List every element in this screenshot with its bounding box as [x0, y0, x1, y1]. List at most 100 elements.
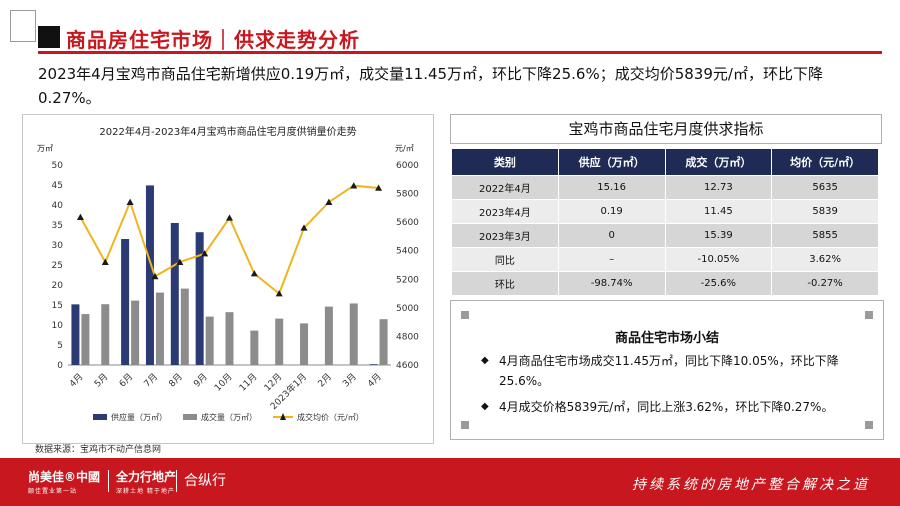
conclusion-panel: 商品住宅市场小结 ◆ 4月商品住宅市场成交11.45万㎡，同比下降10.05%，…: [450, 300, 884, 440]
footer-divider: [108, 470, 109, 492]
price-point: [250, 270, 258, 277]
right-tick-label: 6000: [396, 161, 419, 171]
sales-bar: [250, 330, 259, 365]
sales-bar: [324, 306, 333, 365]
left-tick-label: 0: [57, 361, 63, 371]
footer-logo-qlx: 全力行地产: [116, 470, 177, 484]
sales-bar: [155, 292, 164, 365]
diamond-bullet-icon: ◆: [481, 355, 489, 366]
right-tick-label: 4800: [396, 332, 419, 342]
table-header-row: 类别 供应（万㎡） 成交（万㎡） 均价（元/㎡）: [451, 148, 879, 176]
cell-sales: 15.39: [664, 223, 773, 248]
left-tick-label: 15: [52, 301, 63, 311]
cell-supply: 0: [557, 223, 666, 248]
header-frame-icon: [10, 10, 36, 42]
header-block-icon: [38, 26, 60, 48]
supply-bar: [121, 239, 130, 365]
header-sales: 成交（万㎡）: [664, 148, 773, 176]
supply-bar: [71, 304, 80, 365]
x-tick-label: 7月: [142, 371, 160, 389]
indicator-table: 类别 供应（万㎡） 成交（万㎡） 均价（元/㎡） 2022年4月 15.16 1…: [451, 148, 879, 296]
cell-sales: -10.05%: [664, 247, 773, 272]
legend-sales-swatch: [183, 414, 197, 420]
conclusion-bullet: ◆ 4月商品住宅市场成交11.45万㎡，同比下降10.05%，环比下降25.6%…: [481, 351, 851, 391]
corner-square-icon: [865, 421, 873, 429]
page-title: 商品房住宅市场｜供求走势分析: [66, 28, 360, 52]
sales-bar: [300, 323, 309, 365]
cell-price: 3.62%: [771, 247, 879, 272]
price-point: [350, 182, 358, 189]
table-row: 同比 – -10.05% 3.62%: [451, 247, 879, 272]
sales-bar: [275, 318, 284, 365]
bullet-text: 4月成交价格5839元/㎡，同比上涨3.62%，环比下降0.27%。: [499, 400, 834, 414]
legend-price-marker: [280, 413, 286, 420]
supply-bar: [145, 185, 154, 365]
data-source: 数据来源：宝鸡市不动产信息网: [35, 445, 162, 455]
supply-bar: [369, 364, 378, 365]
chart-panel: 2022年4月-2023年4月宝鸡市商品住宅月度供销量价走势 万㎡ 元/㎡ 0 5 10 1…: [22, 114, 434, 444]
price-point: [76, 213, 84, 220]
conclusion-bullet: ◆ 4月成交价格5839元/㎡，同比上涨3.62%，环比下降0.27%。: [481, 397, 851, 417]
right-tick-label: 5200: [396, 275, 419, 285]
footer-logo-smj-tagline: 颇佳置业第一站: [28, 488, 78, 495]
supply-bar: [170, 223, 179, 365]
right-axis-unit: 元/㎡: [395, 144, 414, 153]
cell-sales: 12.73: [664, 175, 773, 200]
left-tick-label: 5: [57, 341, 63, 351]
cell-price: 5855: [771, 223, 879, 248]
legend-supply-label: 供应量（万㎡）: [111, 412, 167, 422]
table-row: 环比 -98.74% -25.6% -0.27%: [451, 271, 879, 296]
footer-bar: 尚美佳®中國 颇佳置业第一站 全力行地产 深耕土地 精于地产 合纵行 持续系统的…: [0, 458, 900, 506]
bullet-text: 4月商品住宅市场成交11.45万㎡，同比下降10.05%，环比下降25.6%。: [499, 354, 839, 388]
cell-supply: 0.19: [557, 199, 666, 224]
sales-bar: [225, 312, 234, 365]
footer-slogan: 持续系统的房地产整合解决之道: [632, 477, 870, 493]
price-point: [275, 290, 283, 297]
corner-square-icon: [865, 311, 873, 319]
legend-supply-swatch: [93, 414, 107, 420]
corner-square-icon: [461, 311, 469, 319]
left-tick-label: 45: [52, 181, 63, 191]
cell-price: 5839: [771, 199, 879, 224]
right-tick-label: 4600: [396, 361, 419, 371]
right-tick-label: 5000: [396, 304, 419, 314]
cell-category: 2023年3月: [451, 223, 559, 248]
header-price: 均价（元/㎡）: [771, 148, 879, 176]
table-row: 2023年3月 0 15.39 5855: [451, 223, 879, 248]
left-tick-label: 30: [52, 241, 64, 251]
footer-logo-qlx-tagline: 深耕土地 精于地产: [116, 488, 175, 495]
table-row: 2022年4月 15.16 12.73 5635: [451, 175, 879, 200]
price-point: [226, 214, 233, 221]
cell-sales: 11.45: [664, 199, 773, 224]
price-point: [126, 198, 134, 205]
left-tick-label: 50: [52, 161, 64, 171]
header-supply: 供应（万㎡）: [557, 148, 666, 176]
x-tick-label: 12月: [262, 371, 284, 393]
left-tick-label: 10: [52, 321, 64, 331]
chart-title: 2022年4月-2023年4月宝鸡市商品住宅月度供销量价走势: [99, 125, 356, 138]
x-tick-label: 4月: [366, 371, 384, 389]
cell-supply: –: [557, 247, 666, 272]
corner-square-icon: [461, 421, 469, 429]
footer-logo-hzx: 合纵行: [184, 473, 226, 489]
x-tick-label: 10月: [212, 371, 234, 393]
x-tick-label: 5月: [92, 371, 110, 389]
x-tick-label: 4月: [67, 371, 85, 389]
cell-category: 2022年4月: [451, 175, 559, 200]
price-point: [325, 198, 333, 205]
cell-category: 环比: [451, 271, 559, 296]
right-tick-label: 5400: [396, 247, 419, 257]
price-point: [101, 258, 109, 265]
cell-price: 5635: [771, 175, 879, 200]
sales-bar: [81, 314, 90, 365]
cell-price: -0.27%: [771, 271, 879, 296]
x-tick-label: 11月: [237, 371, 259, 393]
sales-bar: [101, 304, 110, 365]
summary-text: 2023年4月宝鸡市商品住宅新增供应0.19万㎡，成交量11.45万㎡，环比下降…: [38, 65, 823, 107]
diamond-bullet-icon: ◆: [481, 401, 489, 412]
sales-bar: [131, 300, 140, 365]
x-tick-label: 8月: [167, 371, 185, 389]
left-tick-label: 25: [52, 261, 63, 271]
cell-supply: -98.74%: [557, 271, 666, 296]
